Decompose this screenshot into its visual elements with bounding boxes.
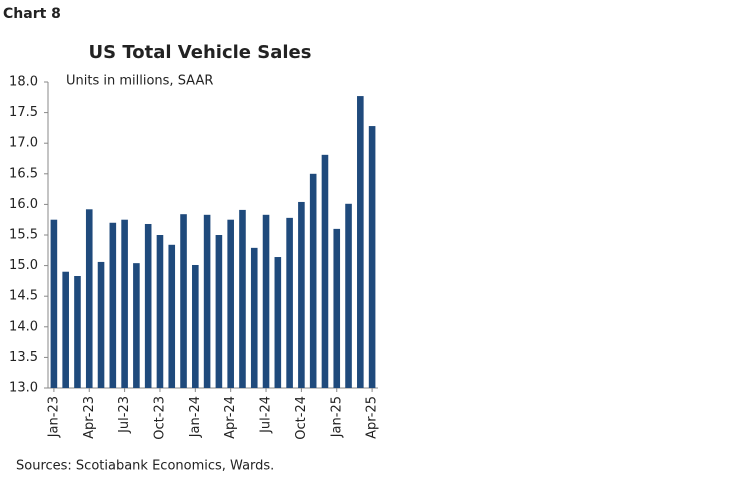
bar [85,209,93,388]
x-tick-label: Apr-25 [365,396,380,439]
bar [156,235,164,388]
chart-number: Chart 8 [3,6,61,22]
y-tick-label: 13.0 [9,381,38,396]
chart-subtitle: Units in millions, SAAR [66,74,213,89]
x-tick-label: Jul-24 [259,396,274,434]
y-tick-label: 13.5 [9,350,38,365]
y-tick-label: 14.0 [9,319,38,334]
bar [203,214,211,388]
bar [333,228,341,388]
x-tick-label: Apr-23 [82,396,97,439]
bar [345,203,352,388]
y-tick-label: 17.5 [9,105,38,120]
bar [50,219,58,388]
y-tick-label: 14.5 [9,289,38,304]
x-tick-label: Jan-23 [46,396,61,438]
bar [168,244,176,388]
y-tick-label: 16.0 [9,197,38,212]
bar [321,154,329,388]
bar [180,214,187,388]
x-tick-label: Jan-24 [188,396,203,438]
bar [368,126,376,389]
bar [274,257,282,388]
chart-title: US Total Vehicle Sales [89,42,312,63]
bar [298,201,305,388]
y-tick-label: 15.0 [9,258,38,273]
bar [109,222,117,388]
source: Sources: Scotiabank Economics, Wards. [16,459,274,474]
bar [262,214,270,388]
x-tick-label: Apr-24 [223,396,238,439]
bar [74,276,81,388]
bar [97,261,105,388]
bar [192,264,199,388]
bar [250,247,258,388]
bar [286,217,293,388]
bar [357,96,364,389]
y-tick-label: 18.0 [9,75,38,90]
bar [144,223,152,388]
y-tick-label: 15.5 [9,228,38,243]
bar [227,219,234,388]
y-tick-label: 16.5 [9,166,38,181]
x-tick-label: Oct-24 [294,396,309,440]
bar [215,235,223,388]
bar [121,219,128,388]
x-tick-label: Jul-23 [117,396,132,434]
bar [133,263,140,388]
bar [309,173,317,388]
bar [62,271,69,388]
y-tick-label: 17.0 [9,136,38,151]
x-tick-label: Oct-23 [152,396,167,440]
x-tick-label: Jan-25 [329,396,344,438]
bar [239,209,246,388]
